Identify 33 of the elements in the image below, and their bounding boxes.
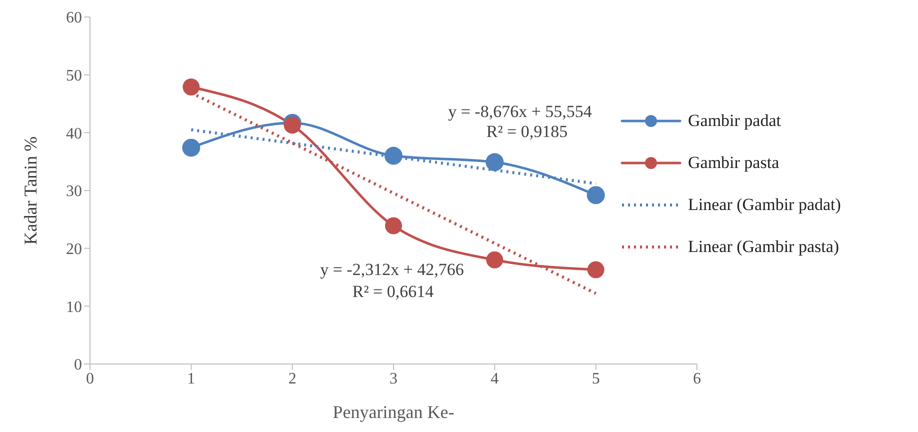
annotation: R² = 0,6614 [352,282,434,302]
y-tick-label: 0 [74,356,82,374]
point [586,186,605,204]
y-tick-label: 10 [66,298,82,316]
point [182,78,200,96]
x-tick-label: 6 [693,370,701,388]
y-tick-label: 30 [66,183,82,200]
y-axis-title: Kadar Tanin % [20,136,40,245]
point [486,153,504,172]
x-tick-label: 4 [490,370,499,388]
y-tick-label: 50 [66,68,82,85]
annotation: R² = 0,9185 [486,122,568,142]
point [384,146,402,165]
y-tick-label: 40 [66,125,82,142]
x-tick-label: 0 [86,370,94,388]
y-tick-label: 20 [66,241,82,258]
annotation: y = -2,312x + 42,766 [320,260,464,280]
x-tick-label: 1 [187,370,196,388]
x-tick-label: 3 [390,370,398,388]
x-tick-label: 5 [592,370,600,388]
x-axis-title: Penyaringan Ke- [332,402,454,422]
point [182,138,200,157]
point [284,116,301,134]
annotation: y = -8,676x + 55,554 [448,102,592,122]
legend-label: Linear (Gambir pasta) [688,237,840,257]
legend-label: Gambir pasta [688,153,780,173]
x-tick-label: 2 [288,370,296,388]
y-tick-label: 60 [66,10,82,27]
point [385,217,402,234]
point [486,251,504,268]
legend-label: Gambir padat [688,111,781,131]
point [587,261,604,278]
legend-label: Linear (Gambir padat) [688,195,841,215]
